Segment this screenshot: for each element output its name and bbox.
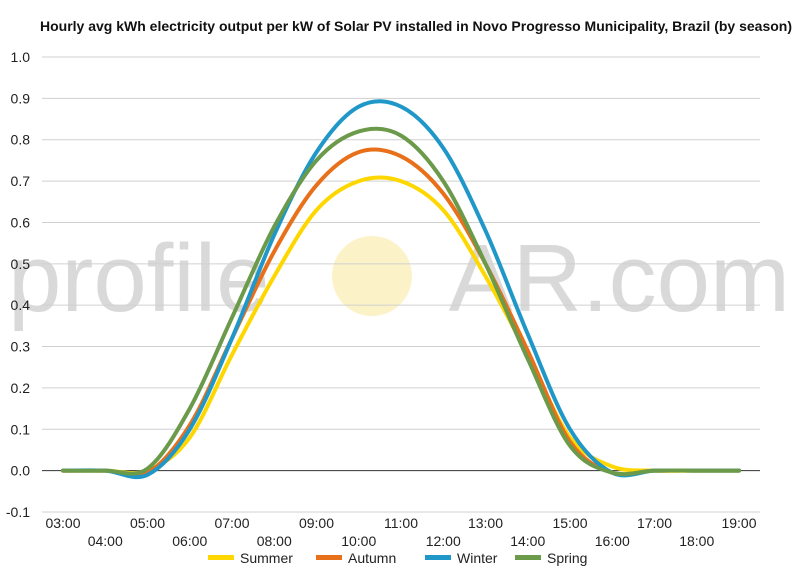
legend-item-spring: Spring <box>515 550 587 566</box>
x-tick-label: 06:00 <box>172 533 207 549</box>
x-tick-label: 16:00 <box>595 533 630 549</box>
legend-item-winter: Winter <box>425 550 498 566</box>
x-tick-label: 18:00 <box>679 533 714 549</box>
legend-label: Autumn <box>348 550 396 566</box>
legend-swatch <box>515 555 541 560</box>
y-tick-label: 1.0 <box>11 49 31 65</box>
y-tick-label: 0.9 <box>11 90 31 106</box>
x-tick-label: 07:00 <box>214 515 249 531</box>
x-tick-label: 08:00 <box>257 533 292 549</box>
x-tick-label: 09:00 <box>299 515 334 531</box>
x-tick-label: 05:00 <box>130 515 165 531</box>
x-tick-label: 11:00 <box>384 515 418 531</box>
legend-label: Winter <box>457 550 498 566</box>
y-tick-label: 0.1 <box>11 421 31 437</box>
x-tick-label: 12:00 <box>426 533 461 549</box>
y-tick-label: 0.5 <box>11 256 31 272</box>
x-tick-label: 15:00 <box>552 515 587 531</box>
y-tick-label: 0.6 <box>11 214 31 230</box>
legend-swatch <box>425 555 451 560</box>
watermark-text-left: profile <box>8 225 269 332</box>
legend-swatch <box>208 555 234 560</box>
legend-label: Summer <box>240 550 293 566</box>
legend-swatch <box>316 555 342 560</box>
legend-label: Spring <box>547 550 587 566</box>
watermark-sun-icon <box>332 236 412 316</box>
x-tick-label: 19:00 <box>721 515 756 531</box>
watermark-text-right: AR.com <box>449 225 790 332</box>
chart-title: Hourly avg kWh electricity output per kW… <box>40 18 792 34</box>
watermark: profile AR.com <box>8 225 790 332</box>
legend-item-autumn: Autumn <box>316 550 396 566</box>
y-tick-label: 0.0 <box>11 463 31 479</box>
x-tick-label: 17:00 <box>637 515 672 531</box>
x-tick-label: 14:00 <box>510 533 545 549</box>
x-tick-label: 03:00 <box>45 515 80 531</box>
legend-item-summer: Summer <box>208 550 293 566</box>
y-tick-label: 0.7 <box>11 173 31 189</box>
y-tick-label: 0.3 <box>11 339 31 355</box>
x-tick-label: 04:00 <box>88 533 123 549</box>
series-line-spring <box>61 126 741 477</box>
y-tick-label: 0.4 <box>11 297 31 313</box>
series-line-summer <box>61 175 741 476</box>
x-tick-label: 13:00 <box>468 515 503 531</box>
y-tick-label: 0.8 <box>11 132 31 148</box>
x-tick-label: 10:00 <box>341 533 376 549</box>
y-tick-label: -0.1 <box>6 504 30 520</box>
y-tick-label: 0.2 <box>11 380 31 396</box>
